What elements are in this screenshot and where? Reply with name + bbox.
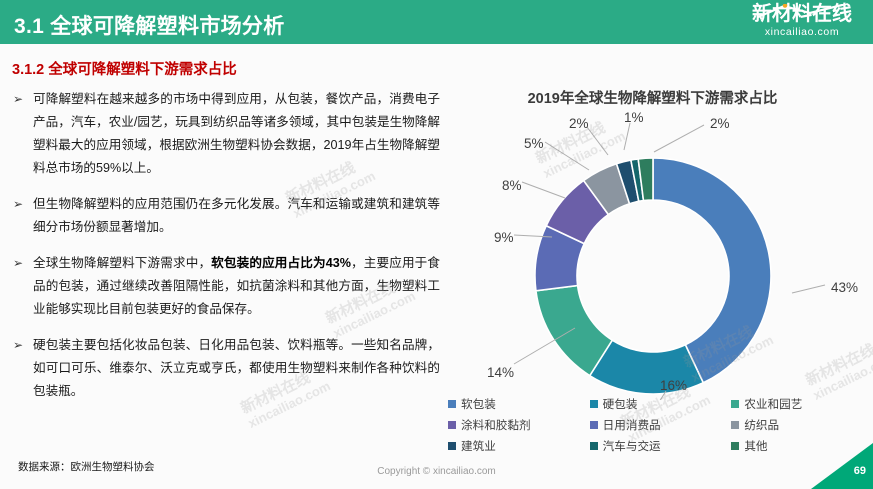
bullet-item: ➢ 硬包装主要包括化妆品包装、日化用品包装、饮料瓶等。一些知名品牌，如可口可乐、维…: [10, 334, 440, 403]
legend-swatch-icon: [589, 421, 598, 429]
legend-label: 硬包装: [602, 398, 638, 411]
donut-value-label: 14%: [487, 365, 515, 380]
chart-panel: 2019年全球生物降解塑料下游需求占比 43% 16% 14% 9% 8% 5% 2% 1% 2…: [432, 52, 873, 452]
bullet-item: ➢ 但生物降解塑料的应用范围仍在多元化发展。汽车和运输或建筑和建筑等细分市场份额显…: [10, 193, 440, 239]
leader-line: [791, 284, 826, 294]
bullet-item: ➢ 全球生物降解塑料下游需求中，软包装的应用占比为43%，主要应用于食品的包装，通…: [10, 252, 440, 321]
header-bar: [0, 0, 873, 44]
leader-line: [623, 122, 631, 151]
legend-item[interactable]: 农业和园艺: [731, 396, 873, 412]
donut-slice[interactable]: [652, 157, 772, 384]
chart-title: 2019年全球生物降解塑料下游需求占比: [527, 91, 778, 107]
legend-item[interactable]: 纺织品: [731, 417, 873, 433]
legend-label: 软包装: [461, 398, 496, 411]
legend-item[interactable]: 日用消费品: [589, 417, 732, 433]
leader-line: [653, 124, 705, 153]
data-source: 数据来源：欧洲生物塑料协会: [18, 461, 155, 473]
bullet-arrow-icon: ➢: [13, 92, 24, 106]
donut-value-label: 43%: [831, 280, 859, 295]
legend-label: 纺织品: [744, 419, 780, 432]
donut-chart: 43% 16% 14% 9% 8% 5% 2% 1% 2%: [432, 110, 873, 400]
donut-value-label: 8%: [502, 178, 522, 193]
bullet-text: 但生物降解塑料的应用范围仍在多元化发展。汽车和运输或建筑和建筑等细分市场份额显著…: [33, 197, 440, 234]
corner-decoration: [811, 443, 873, 489]
leader-line: [513, 327, 576, 365]
legend-swatch-icon: [589, 400, 598, 408]
bullet-arrow-icon: ➢: [13, 256, 24, 270]
legend-label: 日用消费品: [602, 419, 661, 432]
donut-slices: [534, 157, 772, 395]
leader-line: [659, 390, 667, 400]
chart-legend: 软包装 硬包装 农业和园艺涂料和胶黏剂 日用消费品 纺织品建筑业 汽车与交运 其他: [432, 396, 873, 454]
donut-value-label: 9%: [494, 230, 514, 245]
legend-item[interactable]: 汽车与交运: [589, 438, 732, 454]
donut-value-label: 2%: [569, 116, 589, 131]
legend-item[interactable]: 硬包装: [589, 396, 732, 412]
bullet-list: ➢ 可降解塑料在越来越多的市场中得到应用，从包装，餐饮产品，消费电子产品，汽车，农…: [10, 88, 440, 416]
donut-leader-lines: [513, 122, 826, 400]
section-subtitle: 3.1.2 全球可降解塑料下游需求占比: [12, 62, 237, 78]
donut-value-label: 2%: [710, 116, 730, 131]
bullet-emphasis: 软包装的应用占比为43%: [211, 256, 351, 270]
bullet-text: ，主要应用于食品的包装，通过继续改善阻隔性能，如抗菌涂料和其他方面，生物塑料工业…: [33, 256, 441, 316]
legend-item[interactable]: 软包装: [448, 396, 590, 412]
page-number: 69: [853, 465, 866, 477]
legend-item[interactable]: 其他: [731, 438, 873, 454]
legend-swatch-icon: [589, 442, 598, 450]
bullet-item: ➢ 可降解塑料在越来越多的市场中得到应用，从包装，餐饮产品，消费电子产品，汽车，农…: [10, 88, 440, 180]
legend-label: 农业和园艺: [744, 398, 803, 411]
legend-swatch-icon: [448, 421, 456, 429]
leader-line: [513, 234, 553, 238]
legend-swatch-icon: [448, 400, 456, 408]
bullet-arrow-icon: ➢: [13, 338, 24, 352]
donut-value-label: 5%: [524, 136, 544, 151]
legend-label: 涂料和胶黏剂: [461, 419, 531, 432]
legend-swatch-icon: [448, 442, 456, 450]
brand-logo: 新材料在线 xincailiao.com: [743, 3, 861, 43]
bullet-arrow-icon: ➢: [13, 197, 24, 211]
donut-value-label: 16%: [660, 378, 688, 393]
legend-item[interactable]: 涂料和胶黏剂: [448, 417, 590, 433]
leader-line: [521, 181, 566, 199]
donut-svg: [513, 122, 826, 400]
bullet-text: 全球生物降解塑料下游需求中，: [33, 256, 212, 270]
legend-item[interactable]: 建筑业: [448, 438, 590, 454]
legend-label: 汽车与交运: [602, 440, 661, 453]
bullet-text: 硬包装主要包括化妆品包装、日化用品包装、饮料瓶等。一些知名品牌，如可口可乐、维泰…: [33, 338, 440, 398]
legend-swatch-icon: [731, 421, 740, 429]
brand-name-en: xincailiao.com: [764, 26, 840, 38]
bullet-text: 可降解塑料在越来越多的市场中得到应用，从包装，餐饮产品，消费电子产品，汽车，农业…: [33, 92, 440, 175]
legend-label: 其他: [744, 440, 768, 453]
page-title: 3.1 全球可降解塑料市场分析: [14, 15, 285, 38]
leader-line: [586, 126, 609, 156]
legend-swatch-icon: [731, 442, 740, 450]
roof-icon: [757, 4, 847, 18]
donut-value-label: 1%: [624, 110, 644, 125]
donut-slice[interactable]: [637, 157, 654, 202]
legend-label: 建筑业: [461, 440, 496, 453]
copyright-text: Copyright © xincailiao.com: [377, 466, 496, 477]
legend-swatch-icon: [731, 400, 740, 408]
leader-line: [544, 141, 590, 171]
